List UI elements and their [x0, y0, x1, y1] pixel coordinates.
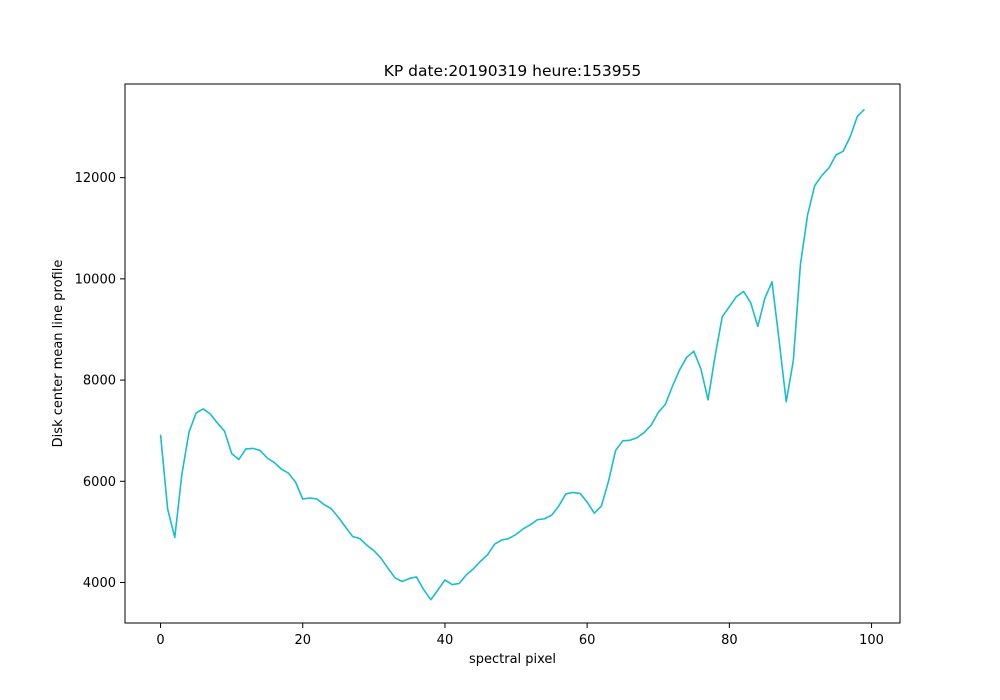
- series-line: [159, 108, 866, 601]
- x-tick-label: 40: [437, 633, 454, 648]
- plot-area: [124, 83, 901, 624]
- y-tick-label: 12000: [75, 171, 116, 186]
- y-tick-label: 8000: [83, 374, 116, 389]
- x-tick-label: 60: [579, 633, 596, 648]
- y-tick-label: 10000: [75, 272, 116, 287]
- y-tick-label: 4000: [83, 576, 116, 591]
- y-axis-label: Disk center mean line profile: [51, 260, 66, 448]
- y-axis: 4000 6000 8000 10000 12000: [75, 171, 125, 591]
- x-axis-label: spectral pixel: [469, 652, 556, 667]
- x-tick-label: 20: [294, 633, 311, 648]
- x-tick-label: 0: [156, 633, 164, 648]
- x-tick-label: 80: [721, 633, 738, 648]
- chart-title: KP date:20190319 heure:153955: [384, 62, 642, 80]
- x-tick-label: 100: [859, 633, 884, 648]
- y-tick-label: 6000: [83, 475, 116, 490]
- x-axis: 0 20 40 60 80 100: [156, 623, 884, 648]
